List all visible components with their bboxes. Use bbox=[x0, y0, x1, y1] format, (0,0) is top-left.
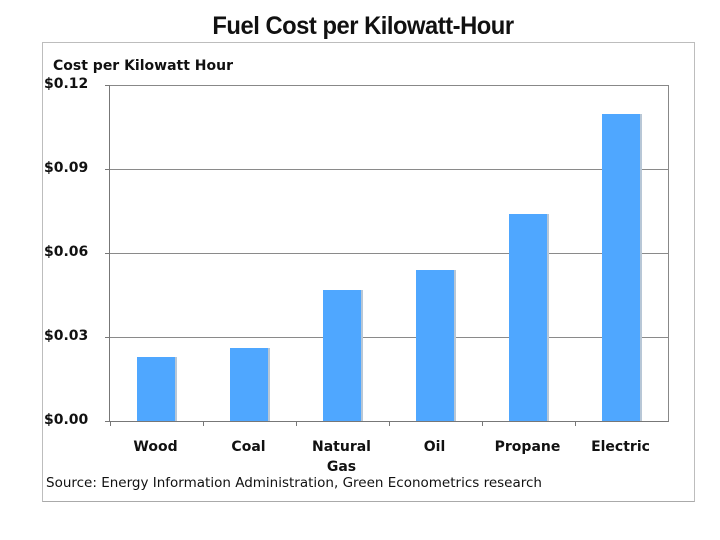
x-tick-mark bbox=[203, 421, 204, 426]
plot-area bbox=[105, 85, 669, 426]
bar-oil bbox=[416, 270, 454, 421]
x-tick-mark bbox=[296, 421, 297, 426]
y-tick-mark bbox=[105, 169, 110, 170]
x-tick-mark bbox=[389, 421, 390, 426]
bar-electric bbox=[602, 114, 640, 421]
x-label-oil: Oil bbox=[423, 439, 446, 455]
x-tick-mark bbox=[575, 421, 576, 426]
gridline bbox=[110, 337, 668, 338]
gridline bbox=[110, 169, 668, 170]
y-tick-mark bbox=[105, 85, 110, 86]
gridline bbox=[110, 253, 668, 254]
x-label-coal: Coal bbox=[231, 439, 266, 455]
bar-natural-gas bbox=[323, 290, 361, 421]
x-label-propane: Propane bbox=[494, 439, 561, 455]
x-label-natural-gas: Natural Gas bbox=[312, 439, 371, 475]
y-tick-label: $0.06 bbox=[44, 244, 89, 260]
y-tick-mark bbox=[105, 253, 110, 254]
y-axis-label: Cost per Kilowatt Hour bbox=[53, 58, 233, 74]
bar-coal bbox=[230, 348, 268, 421]
x-tick-mark bbox=[110, 421, 111, 426]
bar-wood bbox=[137, 357, 175, 421]
x-label-electric: Electric bbox=[591, 439, 650, 455]
chart-title: Fuel Cost per Kilowatt-Hour bbox=[212, 12, 514, 40]
y-tick-mark bbox=[105, 337, 110, 338]
bar-propane bbox=[509, 214, 547, 421]
y-tick-label: $0.00 bbox=[44, 412, 89, 428]
y-tick-label: $0.09 bbox=[44, 160, 89, 176]
x-tick-mark bbox=[482, 421, 483, 426]
source-note: Source: Energy Information Administratio… bbox=[46, 475, 542, 491]
y-tick-mark bbox=[105, 421, 110, 422]
chart-frame bbox=[42, 42, 695, 502]
x-label-wood: Wood bbox=[133, 439, 178, 455]
y-tick-label: $0.12 bbox=[44, 76, 89, 92]
y-tick-label: $0.03 bbox=[44, 328, 89, 344]
